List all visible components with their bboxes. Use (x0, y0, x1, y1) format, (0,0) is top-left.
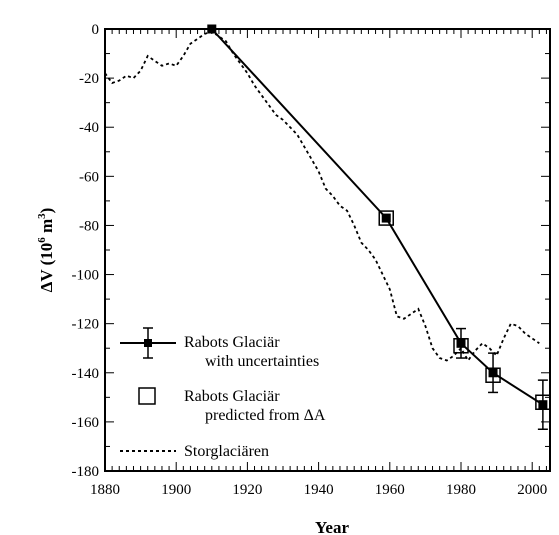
rabots-point (456, 338, 466, 348)
x-tick-label: 1980 (446, 482, 476, 498)
x-tick-label: 1880 (90, 482, 120, 498)
y-tick-label: -20 (79, 71, 99, 87)
y-axis-title-main: ΔV (10 (37, 243, 56, 293)
legend-label: Storglaciären (184, 443, 269, 460)
legend-marker-filled-square (144, 339, 152, 347)
series-layer (104, 24, 551, 431)
plot-frame (104, 28, 551, 472)
legend-label-line2: with uncertainties (205, 353, 319, 370)
x-tick-label: 1900 (161, 482, 191, 498)
y-tick-label: -160 (72, 415, 100, 431)
legend-label-line1: Rabots Glaciär (184, 388, 280, 405)
x-tick-label: 1960 (375, 482, 405, 498)
x-axis-title: Year (315, 518, 349, 535)
y-tick-label: -40 (79, 120, 99, 136)
x-tick-label: 1940 (304, 482, 334, 498)
y-axis-title-close: ) (37, 208, 56, 214)
storglaciaren-line (104, 30, 540, 363)
rabots-point (488, 368, 498, 378)
rabots-point (538, 400, 548, 410)
y-axis-title-exp2: 3 (36, 213, 48, 219)
legend: Rabots Glaciär with uncertainties Rabots… (120, 327, 326, 460)
y-tick-label: 0 (92, 22, 100, 38)
y-axis-title: ΔV (106 m3) (36, 208, 56, 293)
y-tick-label: -100 (72, 268, 100, 284)
y-axis-title-exp: 6 (36, 237, 48, 243)
x-tick-label: 2000 (517, 482, 547, 498)
y-axis-title-unit: m (37, 219, 56, 237)
predicted-point (378, 210, 394, 226)
legend-marker-open-square (138, 387, 156, 405)
legend-entry-storglaciaren: Storglaciären (120, 443, 269, 460)
legend-label-line2: predicted from ΔA (205, 407, 326, 424)
tick-labels-layer: 1880 1900 1920 1940 1960 1980 2000 0 -20 -40 -60 -8… (72, 22, 548, 498)
y-tick-label: -180 (72, 464, 100, 480)
legend-entry-rabots-uncertainties: Rabots Glaciär with uncertainties (120, 327, 319, 370)
y-tick-label: -120 (72, 317, 100, 333)
x-tick-label: 1920 (232, 482, 262, 498)
y-tick-label: -140 (72, 366, 100, 382)
y-tick-label: -80 (79, 218, 99, 234)
legend-label-line1: Rabots Glaciär (184, 334, 280, 351)
legend-entry-rabots-predicted: Rabots Glaciär predicted from ΔA (138, 387, 326, 424)
y-tick-label: -60 (79, 169, 99, 185)
rabots-point (381, 213, 391, 223)
